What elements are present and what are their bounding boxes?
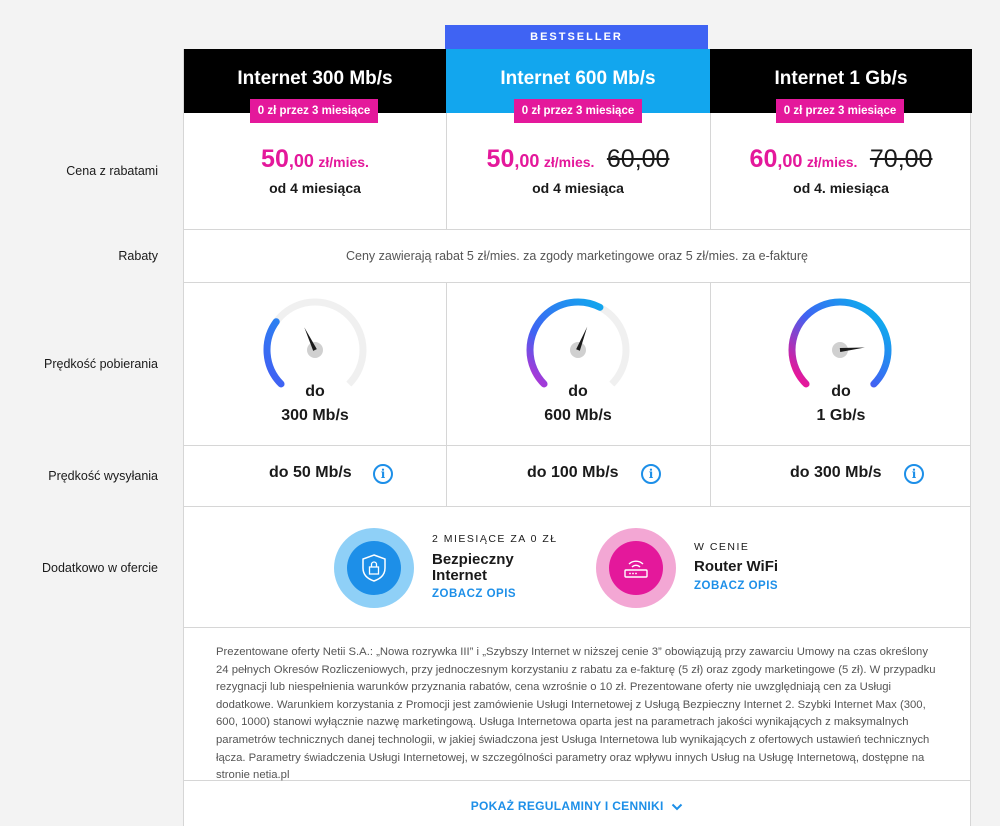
gauge-needle [576,326,588,351]
download-prefix: do [305,383,325,400]
shield-lock-icon [347,541,401,595]
price-integer: 50 [261,145,289,173]
gauge-arc [788,298,892,399]
price-integer: 50 [486,145,515,173]
upload-speed-300: do 50 Mb/s [269,464,352,481]
promo-badge: 0 zł przez 3 miesiące [514,99,642,123]
extra-name: Bezpieczny Internet [432,551,514,584]
price-decimal: ,00 [777,151,803,171]
safe-internet-badge [334,528,414,608]
divider [184,627,970,628]
router-icon [609,541,663,595]
gauge-needle [304,327,317,351]
price-unit: zł/mies. [806,154,858,170]
download-speed-1g: do 1 Gb/s [710,380,972,428]
gauge-600 [526,298,630,399]
router-badge [596,528,676,608]
old-price: 70,00 [869,145,933,173]
upload-speed-600: do 100 Mb/s [527,464,619,481]
divider [184,229,970,230]
promo-badge: 0 zł przez 3 miesiące [776,99,904,123]
gauge-300 [263,298,367,399]
discounts-text: Ceny zawierają rabat 5 zł/mies. za zgody… [346,249,808,263]
price-unit: zł/mies. [318,154,369,170]
gauge-arc [526,298,630,399]
comparison-table: Internet 300 Mb/s Internet 600 Mb/s Inte… [183,49,972,826]
divider [184,445,970,446]
price-from: od 4 miesiąca [269,180,361,196]
see-description-link[interactable]: ZOBACZ OPIS [432,588,517,600]
gauge-needle [839,347,865,352]
price-from: od 4. miesiąca [793,180,889,196]
divider [184,780,970,781]
show-terms-button[interactable]: POKAŻ REGULAMINY I CENNIKI [184,799,970,813]
plan-title: Internet 600 Mb/s [500,68,656,89]
divider [446,282,447,506]
download-value: 600 Mb/s [544,407,612,424]
row-label-download: Prędkość pobierania [44,357,158,371]
divider [184,506,970,507]
info-icon[interactable]: i [904,464,924,484]
row-label-upload: Prędkość wysyłania [48,469,158,483]
download-speed-600: do 600 Mb/s [446,380,710,428]
extra-promo-label: W CENIE [694,541,750,553]
download-prefix: do [568,383,588,400]
old-price: 60,00 [606,145,670,173]
show-terms-label: POKAŻ REGULAMINY I CENNIKI [470,799,664,813]
price-decimal: ,00 [288,151,314,171]
price-1g: 60,00 zł/mies. 70,00 od 4. miesiąca [710,145,972,196]
price-from: od 4 miesiąca [532,180,624,196]
price-integer: 60 [749,145,778,173]
download-prefix: do [831,383,851,400]
extra-name: Router WiFi [694,558,779,575]
info-icon[interactable]: i [373,464,393,484]
price-300: 50,00 zł/mies. od 4 miesiąca [184,145,446,196]
divider [446,113,447,229]
chevron-down-icon [672,803,683,811]
price-600: 50,00 zł/mies. 60,00 od 4 miesiąca [446,145,710,196]
plan-title: Internet 300 Mb/s [237,68,393,89]
row-label-discounts: Rabaty [118,249,158,263]
download-speed-300: do 300 Mb/s [184,380,446,428]
divider [184,282,970,283]
price-decimal: ,00 [514,151,540,171]
divider [710,282,711,506]
download-value: 300 Mb/s [281,407,349,424]
plan-title: Internet 1 Gb/s [774,68,908,89]
gauge-1g [788,298,892,399]
bestseller-badge: BESTSELLER [445,25,708,49]
extra-promo-label: 2 MIESIĄCE ZA 0 ZŁ [432,533,558,545]
info-icon[interactable]: i [641,464,661,484]
gauge-arc [263,298,367,399]
price-unit: zł/mies. [543,154,595,170]
row-label-price: Cena z rabatami [66,164,158,178]
divider [710,113,711,229]
row-label-extras: Dodatkowo w ofercie [41,561,158,575]
download-value: 1 Gb/s [816,407,866,424]
see-description-link[interactable]: ZOBACZ OPIS [694,580,779,592]
promo-badge: 0 zł przez 3 miesiące [250,99,378,123]
legal-disclaimer: Prezentowane oferty Netii S.A.: „Nowa ro… [216,646,936,782]
upload-speed-1g: do 300 Mb/s [790,464,882,481]
